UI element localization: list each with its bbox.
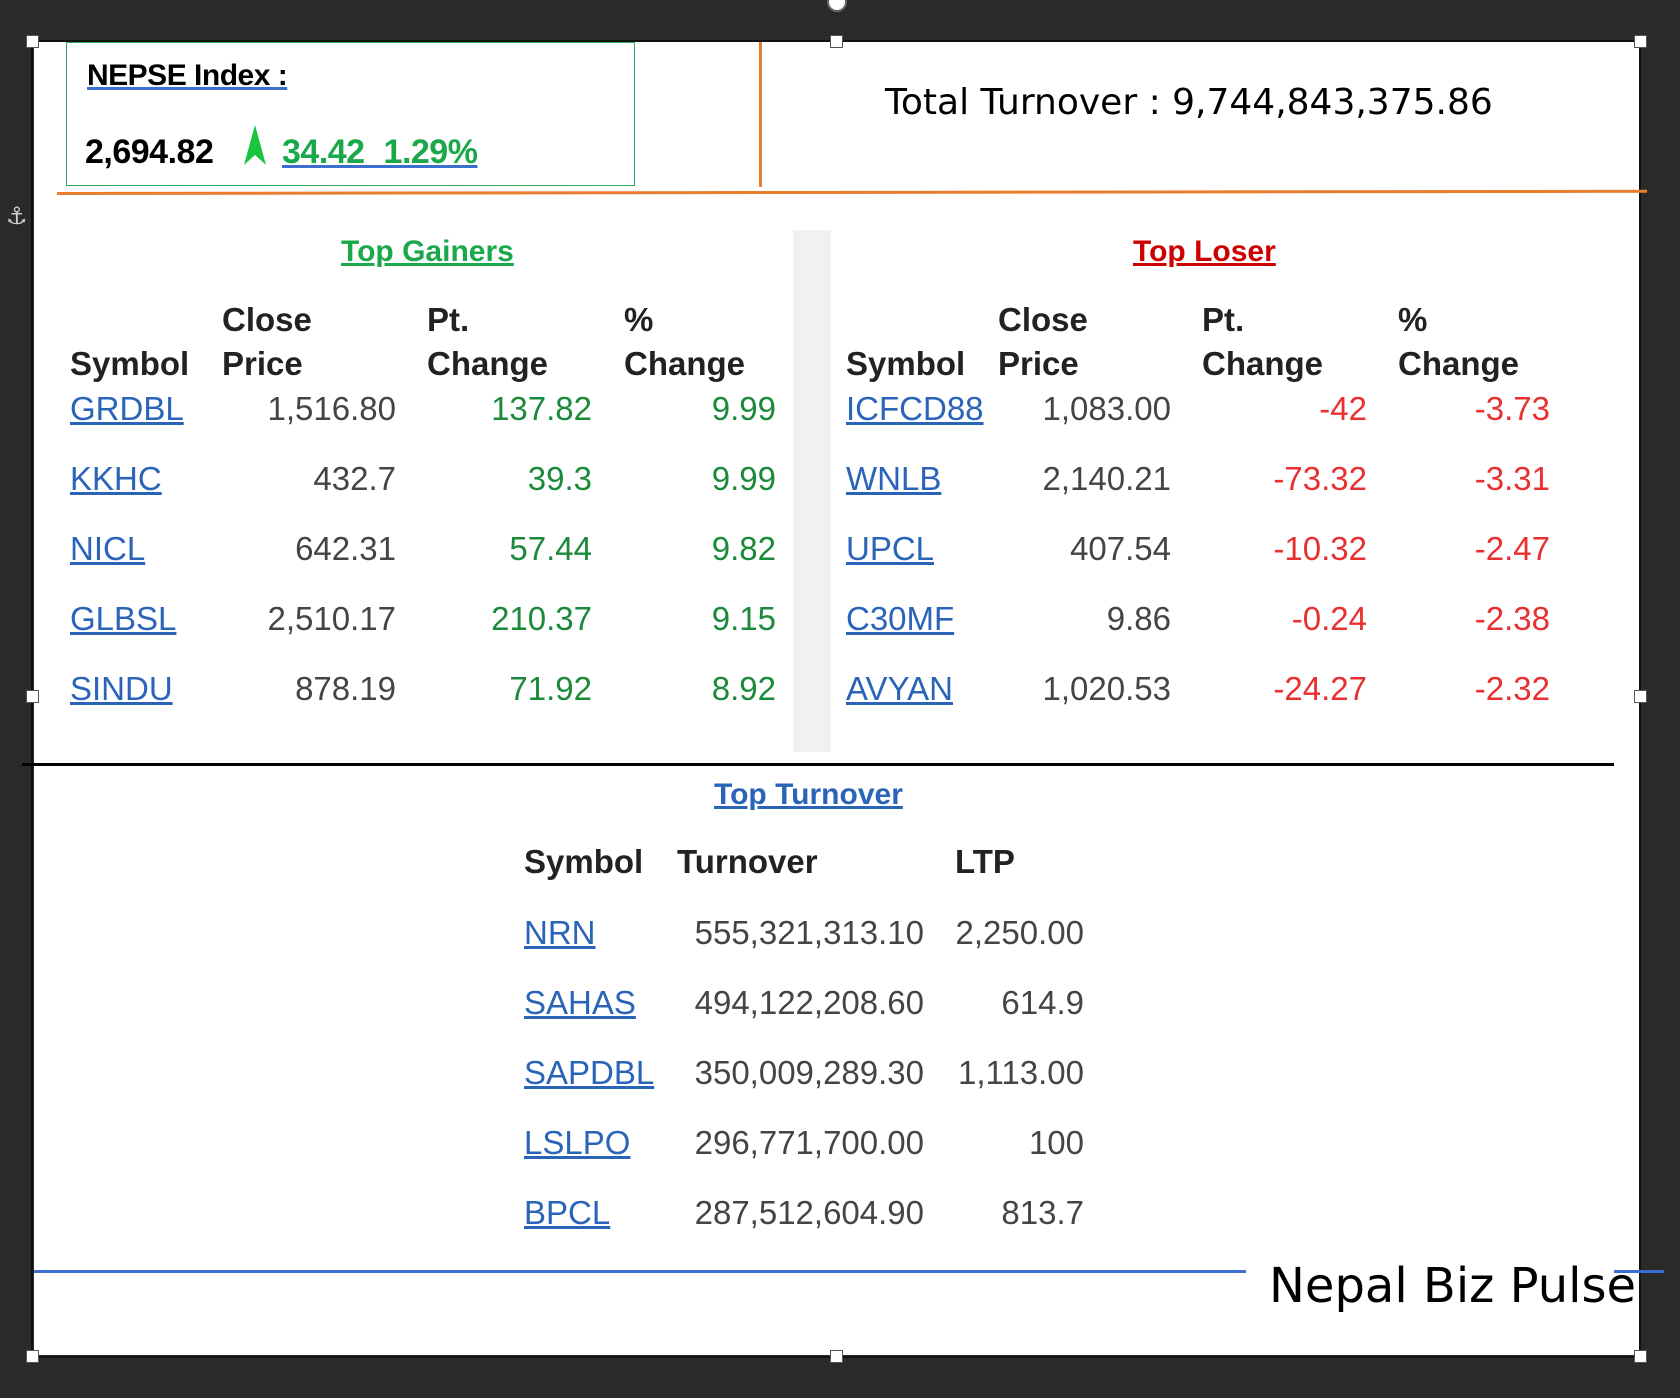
loser-pt-change: -24.27 bbox=[1273, 670, 1367, 707]
gainer-pt-change: 210.37 bbox=[491, 600, 592, 637]
turnover-ltp: 614.9 bbox=[1001, 984, 1084, 1021]
gainer-symbol-link[interactable]: NICL bbox=[70, 530, 146, 567]
turnover-ltp: 2,250.00 bbox=[955, 914, 1084, 951]
vertical-divider bbox=[759, 42, 762, 187]
loser-symbol-link[interactable]: ICFCD88 bbox=[846, 390, 984, 427]
loser-pt-change: -0.24 bbox=[1291, 600, 1367, 637]
top-turnover-title[interactable]: Top Turnover bbox=[714, 778, 903, 811]
turnover-ltp: 1,113.00 bbox=[957, 1054, 1084, 1091]
resize-handle-bottom-left[interactable] bbox=[26, 1350, 39, 1363]
losers-col-symbol: Symbol bbox=[846, 345, 966, 382]
gainer-pt-change: 57.44 bbox=[509, 530, 592, 567]
gainer-close: 878.19 bbox=[295, 670, 396, 707]
gainers-col-pct: % Change bbox=[624, 301, 746, 382]
turnover-value: 296,771,700.00 bbox=[694, 1124, 924, 1161]
gainer-pct-change: 9.15 bbox=[711, 600, 776, 637]
gainer-pt-change: 137.82 bbox=[491, 390, 592, 427]
gainer-symbol-link[interactable]: GRDBL bbox=[70, 390, 184, 427]
turnover-col-turnover: Turnover bbox=[677, 843, 818, 880]
gainer-pct-change: 8.92 bbox=[711, 670, 776, 707]
resize-handle-bottom-right[interactable] bbox=[1634, 1350, 1647, 1363]
top-losers-title[interactable]: Top Loser bbox=[1133, 235, 1276, 268]
turnover-symbol-link[interactable]: BPCL bbox=[524, 1194, 611, 1231]
turnover-ltp: 100 bbox=[1028, 1124, 1084, 1161]
resize-handle-left[interactable] bbox=[26, 690, 39, 703]
resize-handle-bottom[interactable] bbox=[830, 1350, 843, 1363]
loser-close: 1,083.00 bbox=[1042, 390, 1171, 427]
losers-col-close: Close Price bbox=[998, 301, 1088, 382]
loser-symbol-link[interactable]: UPCL bbox=[846, 530, 935, 567]
section-divider bbox=[22, 763, 1614, 766]
losers-col-pt: Pt. Change bbox=[1202, 301, 1324, 382]
resize-handle-top-right[interactable] bbox=[1634, 35, 1647, 48]
up-arrow-icon bbox=[244, 125, 266, 165]
gainer-symbol-link[interactable]: GLBSL bbox=[70, 600, 177, 637]
rotate-handle[interactable] bbox=[827, 0, 847, 12]
gainer-symbol-link[interactable]: SINDU bbox=[70, 670, 173, 707]
gainer-pct-change: 9.99 bbox=[711, 460, 776, 497]
gainer-pt-change: 71.92 bbox=[509, 670, 592, 707]
turnover-value: 350,009,289.30 bbox=[694, 1054, 924, 1091]
gainer-close: 432.7 bbox=[313, 460, 396, 497]
turnover-ltp: 813.7 bbox=[1001, 1194, 1084, 1231]
turnover-symbol-link[interactable]: SAPDBL bbox=[524, 1054, 655, 1091]
slide-canvas bbox=[34, 42, 1640, 1355]
footer-line bbox=[34, 1270, 1246, 1273]
resize-handle-top[interactable] bbox=[830, 35, 843, 48]
gainers-col-pt: Pt. Change bbox=[427, 301, 549, 382]
loser-pct-change: -2.47 bbox=[1474, 530, 1550, 567]
turnover-symbol-link[interactable]: SAHAS bbox=[524, 984, 636, 1021]
top-gainers-title[interactable]: Top Gainers bbox=[341, 235, 514, 268]
loser-pt-change: -42 bbox=[1319, 390, 1367, 427]
gainers-col-close: Close Price bbox=[222, 301, 312, 382]
loser-pct-change: -3.31 bbox=[1474, 460, 1550, 497]
column-gap bbox=[793, 230, 831, 752]
turnover-col-ltp: LTP bbox=[955, 843, 1015, 880]
gainer-symbol-link[interactable]: KKHC bbox=[70, 460, 162, 497]
loser-pct-change: -2.38 bbox=[1474, 600, 1550, 637]
nepse-index-box: NEPSE Index : 2,694.82 34.42 1.29% bbox=[66, 42, 635, 186]
loser-pct-change: -3.73 bbox=[1474, 390, 1550, 427]
turnover-value: 494,122,208.60 bbox=[694, 984, 924, 1021]
loser-pt-change: -73.32 bbox=[1273, 460, 1367, 497]
resize-handle-top-left[interactable] bbox=[26, 35, 39, 48]
turnover-symbol-link[interactable]: NRN bbox=[524, 914, 596, 951]
turnover-col-symbol: Symbol bbox=[524, 843, 644, 880]
loser-close: 9.86 bbox=[1106, 600, 1171, 637]
index-title: NEPSE Index : bbox=[87, 59, 288, 92]
index-change: 34.42 1.29% bbox=[282, 133, 478, 171]
gainer-close: 1,516.80 bbox=[267, 390, 396, 427]
brand-name: Nepal Biz Pulse bbox=[1269, 1258, 1637, 1314]
resize-handle-right[interactable] bbox=[1634, 690, 1647, 703]
loser-close: 407.54 bbox=[1070, 530, 1171, 567]
turnover-value: 555,321,313.10 bbox=[694, 914, 924, 951]
gainer-close: 642.31 bbox=[295, 530, 396, 567]
gainer-pt-change: 39.3 bbox=[527, 460, 592, 497]
gainer-close: 2,510.17 bbox=[267, 600, 396, 637]
gainers-col-symbol: Symbol bbox=[70, 345, 190, 382]
loser-pt-change: -10.32 bbox=[1273, 530, 1367, 567]
turnover-symbol-link[interactable]: LSLPO bbox=[524, 1124, 631, 1161]
gainer-pct-change: 9.99 bbox=[711, 390, 776, 427]
turnover-value: 287,512,604.90 bbox=[694, 1194, 924, 1231]
losers-col-pct: % Change bbox=[1398, 301, 1520, 382]
anchor-icon[interactable]: ⚓ bbox=[6, 202, 28, 230]
index-value: 2,694.82 bbox=[85, 133, 214, 171]
loser-close: 1,020.53 bbox=[1042, 670, 1171, 707]
gainer-pct-change: 9.82 bbox=[711, 530, 776, 567]
loser-symbol-link[interactable]: AVYAN bbox=[846, 670, 953, 707]
loser-pct-change: -2.32 bbox=[1474, 670, 1550, 707]
footer-line-right bbox=[1614, 1270, 1664, 1273]
loser-close: 2,140.21 bbox=[1042, 460, 1171, 497]
loser-symbol-link[interactable]: C30MF bbox=[846, 600, 955, 637]
loser-symbol-link[interactable]: WNLB bbox=[846, 460, 942, 497]
total-turnover: Total Turnover : 9,744,843,375.86 bbox=[885, 82, 1493, 123]
